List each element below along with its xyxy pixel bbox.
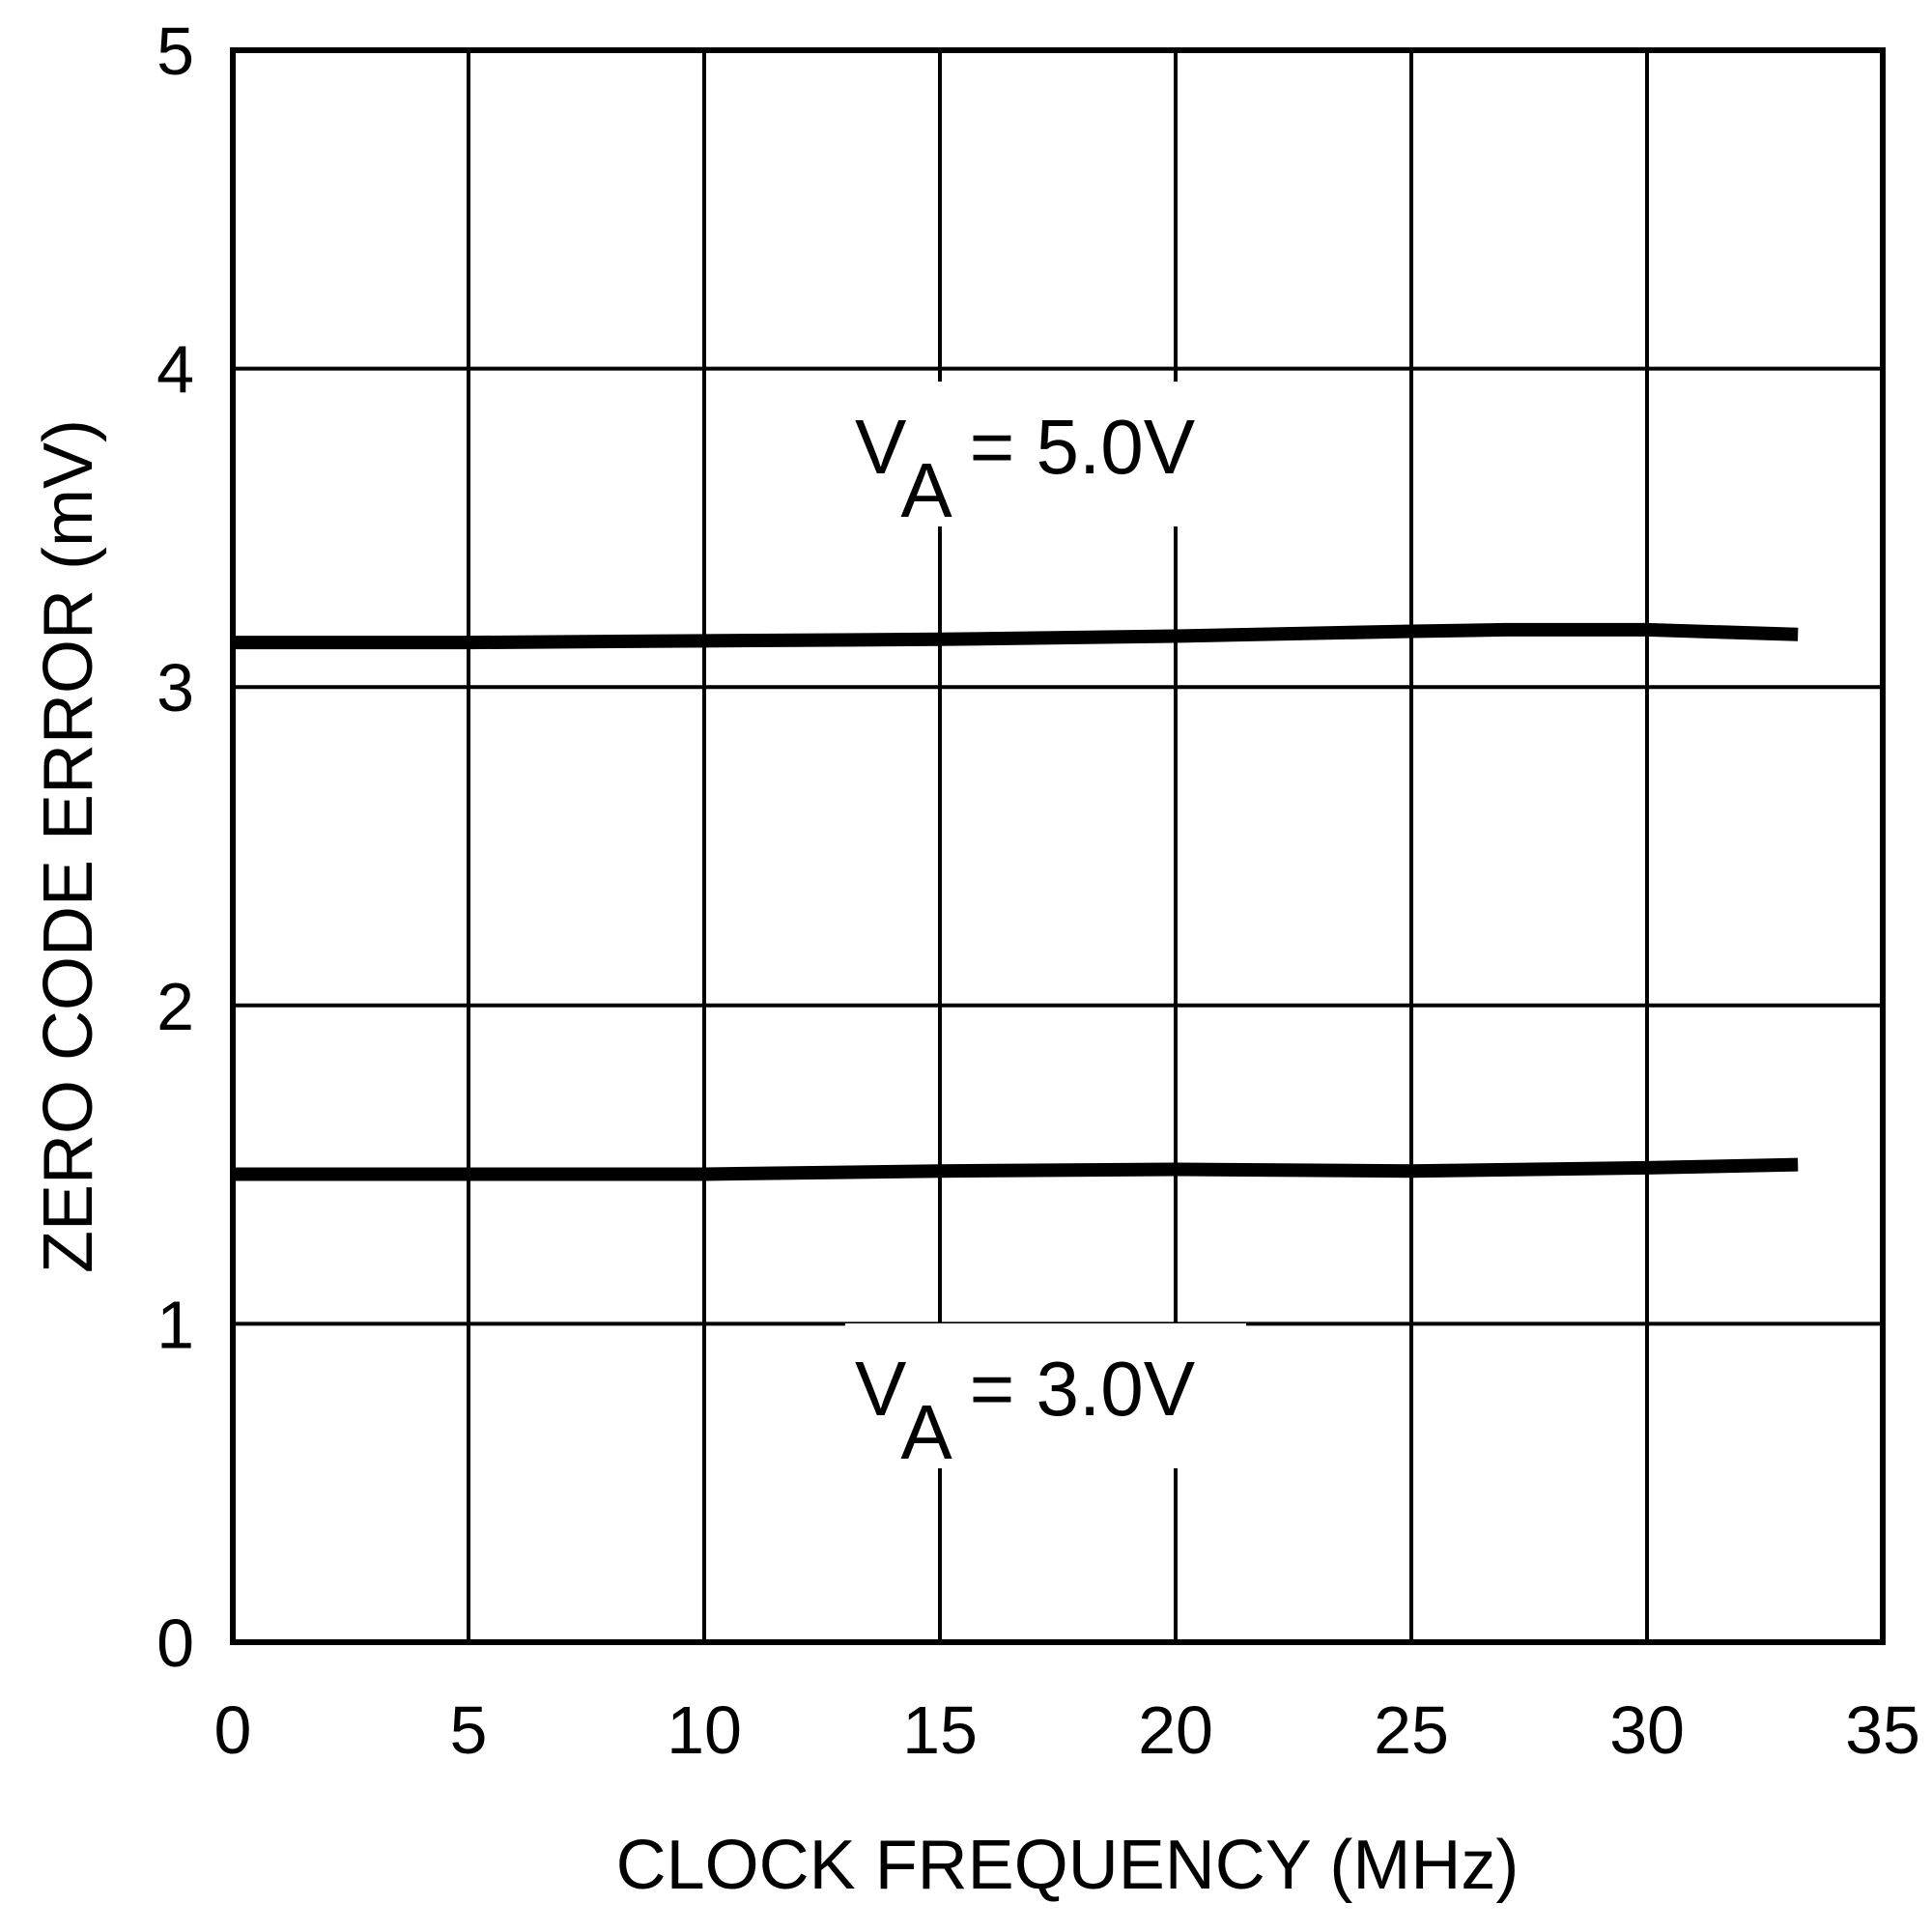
- annotation-va-3v: VA = 3.0V: [855, 1346, 1196, 1475]
- series-line-va-3v: [233, 1157, 1799, 1181]
- y-tick-label: 4: [156, 332, 194, 408]
- x-tick-label: 25: [1374, 1692, 1449, 1768]
- y-tick-label: 1: [156, 1287, 194, 1362]
- series-lines: [233, 622, 1799, 1181]
- annotation-va-5v: VA = 5.0V: [855, 404, 1196, 533]
- x-tick-label: 30: [1609, 1692, 1685, 1768]
- y-tick-label: 5: [156, 14, 194, 89]
- plot-frame: [230, 47, 1886, 1645]
- y-axis-ticks: 0 1 2 3 4 5: [156, 14, 194, 1681]
- x-axis-ticks: 0 5 10 15 20 25 30 35: [214, 1692, 1920, 1768]
- annotation-background: [845, 382, 1246, 526]
- x-tick-label: 20: [1138, 1692, 1213, 1768]
- grid-lines: [233, 50, 1883, 1642]
- y-axis-title: ZERO CODE ERROR (mV): [30, 419, 107, 1273]
- y-tick-label: 3: [156, 650, 194, 725]
- y-tick-label: 0: [156, 1605, 194, 1681]
- x-tick-label: 35: [1845, 1692, 1920, 1768]
- x-tick-label: 0: [214, 1692, 252, 1768]
- x-axis-title: CLOCK FREQUENCY (MHz): [616, 1827, 1520, 1904]
- annotation-background: [845, 1323, 1246, 1468]
- y-tick-label: 2: [156, 969, 194, 1044]
- x-tick-label: 5: [450, 1692, 488, 1768]
- x-tick-label: 10: [667, 1692, 742, 1768]
- series-annotations: VA = 5.0V VA = 3.0V: [845, 382, 1246, 1475]
- x-tick-label: 15: [902, 1692, 978, 1768]
- series-line-va-5v: [233, 622, 1799, 650]
